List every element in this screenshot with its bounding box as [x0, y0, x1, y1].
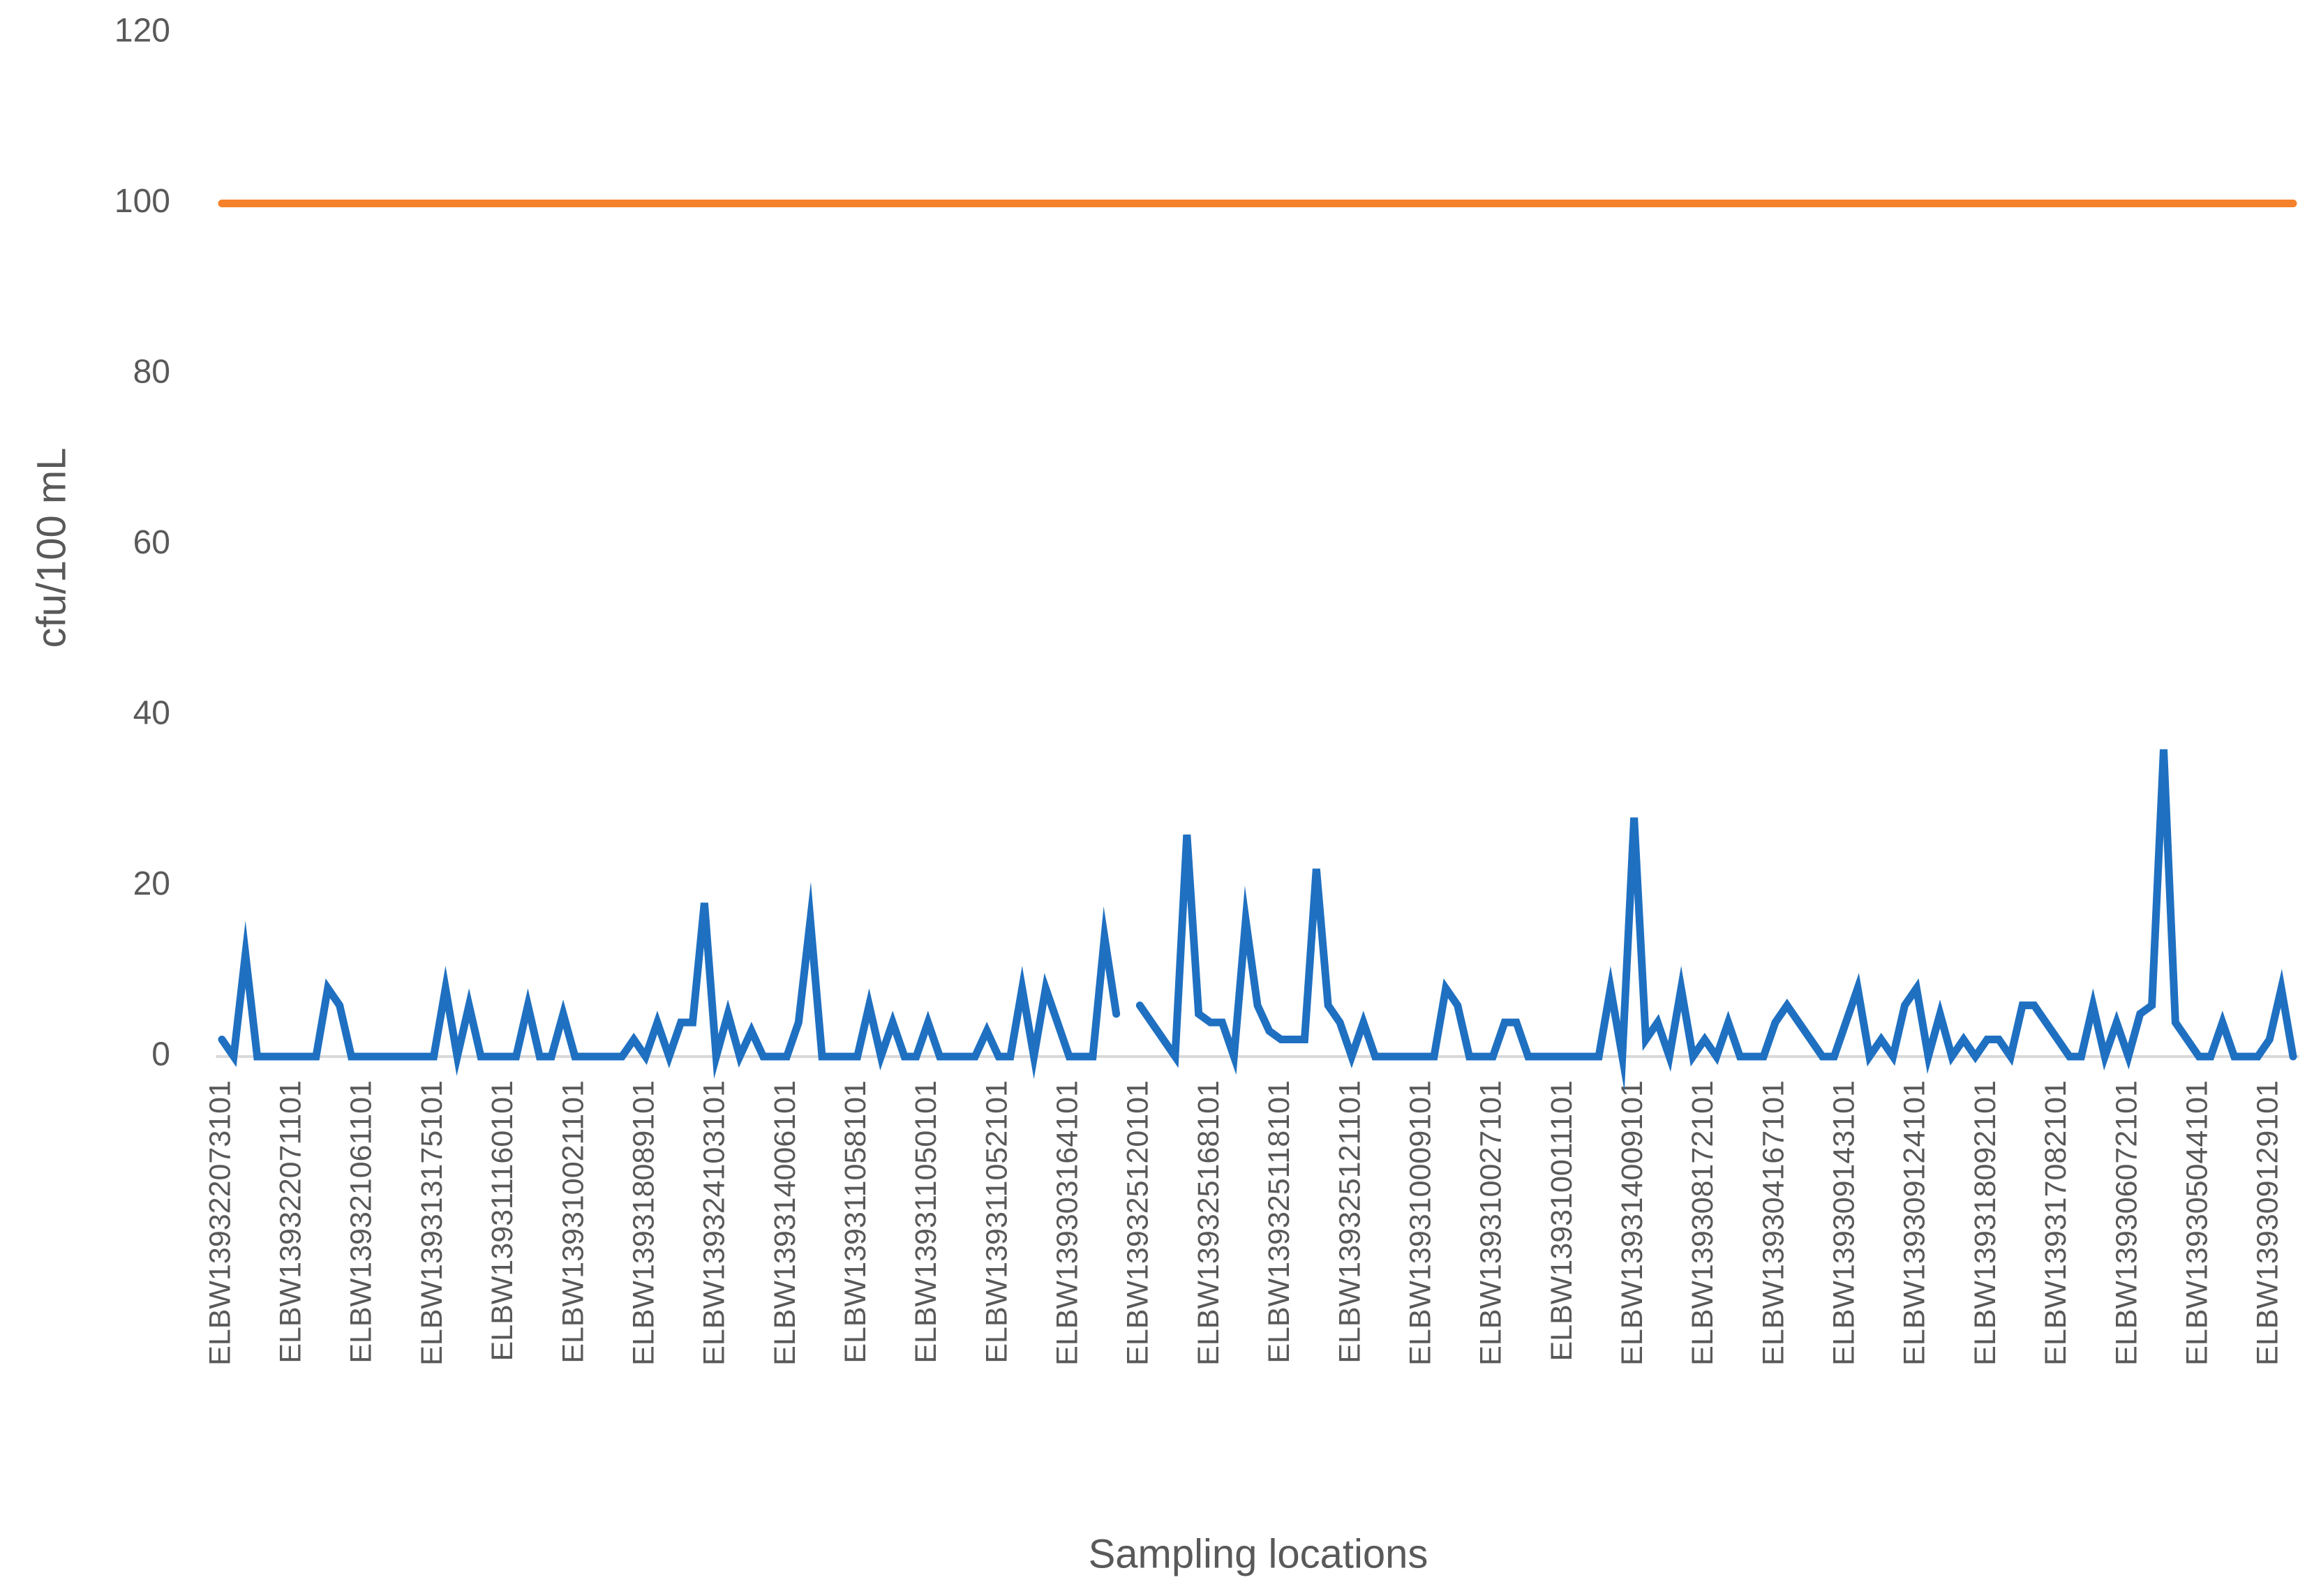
x-tick-label: ELBW139311050101	[909, 1080, 943, 1364]
x-tick-label: ELBW139325121101	[1333, 1080, 1366, 1364]
x-tick-label: ELBW139310011101	[1545, 1080, 1579, 1361]
y-tick-label: 60	[133, 524, 170, 561]
series-line	[218, 749, 2297, 1092]
x-tick-label: ELBW139309129101	[2251, 1080, 2285, 1366]
y-tick-label: 100	[114, 183, 170, 220]
x-tick-label: ELBW139311052101	[980, 1080, 1013, 1364]
x-tick-label: ELBW139308172101	[1686, 1080, 1719, 1366]
x-tick-label: ELBW139305044101	[2180, 1080, 2214, 1366]
x-tick-label: ELBW139314006101	[768, 1080, 802, 1366]
x-tick-label: ELBW139324103101	[698, 1080, 731, 1366]
x-tick-label: ELBW139310009101	[1403, 1080, 1437, 1366]
x-tick-label: ELBW139318089101	[627, 1080, 660, 1366]
y-tick-label: 0	[151, 1036, 170, 1073]
y-axis-title: cfu/100 mL	[29, 448, 74, 648]
y-tick-label: 120	[114, 13, 170, 50]
x-tick-label: ELBW139309143101	[1828, 1080, 1861, 1366]
x-tick-label: ELBW139314009101	[1615, 1080, 1649, 1366]
x-tick-label: ELBW139322073101	[203, 1080, 237, 1366]
x-tick-label: ELBW139309124101	[1898, 1080, 1932, 1366]
x-tick-label: ELBW139304167101	[1756, 1080, 1790, 1366]
x-tick-label: ELBW139325120101	[1121, 1080, 1155, 1366]
x-tick-label: ELBW139311160101	[486, 1080, 519, 1361]
x-tick-label: ELBW139325118101	[1262, 1080, 1296, 1364]
y-tick-label: 20	[133, 865, 170, 902]
x-tick-label: ELBW139317082101	[2039, 1080, 2073, 1366]
x-tick-label: ELBW139310027101	[1475, 1080, 1508, 1366]
x-tick-label: ELBW139325168101	[1192, 1080, 1225, 1366]
x-tick-label: ELBW139321061101	[345, 1080, 378, 1364]
x-tick-label: ELBW139306072101	[2110, 1080, 2143, 1366]
x-tick-label: ELBW139303164101	[1051, 1080, 1084, 1366]
x-tick-label: ELBW139310021101	[556, 1080, 590, 1364]
x-tick-label: ELBW139322071101	[274, 1080, 308, 1364]
x-tick-label: ELBW139311058101	[839, 1080, 872, 1364]
x-axis-title: Sampling locations	[1089, 1531, 1428, 1576]
y-tick-label: 40	[133, 695, 170, 732]
x-tick-label: ELBW139313175101	[415, 1080, 449, 1366]
x-tick-label: ELBW139318092101	[1969, 1080, 2002, 1366]
y-tick-label: 80	[133, 354, 170, 391]
